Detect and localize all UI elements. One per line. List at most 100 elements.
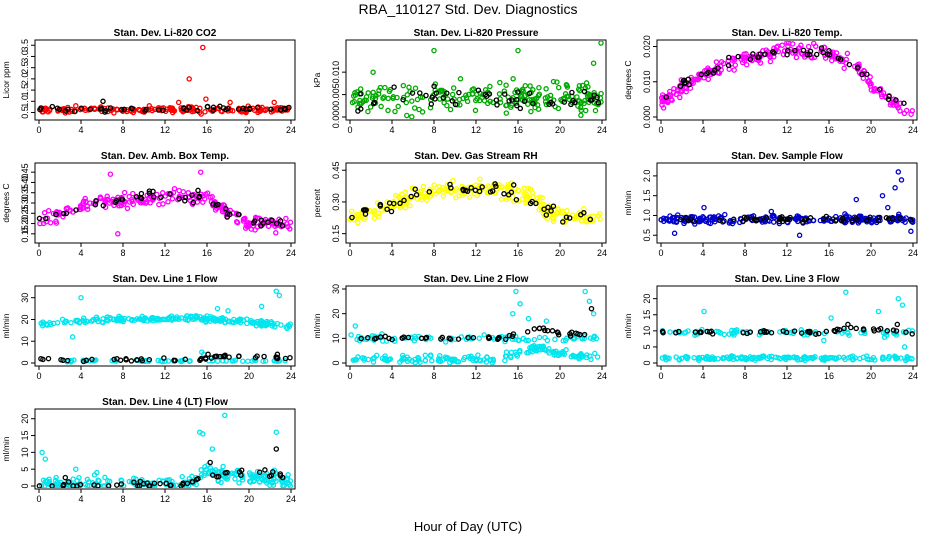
data-point — [768, 356, 775, 363]
data-point — [738, 354, 745, 360]
data-point — [761, 354, 767, 360]
data-point — [373, 352, 380, 359]
data-point — [38, 355, 44, 362]
data-point — [80, 200, 86, 206]
data-point — [775, 43, 781, 49]
data-point — [180, 105, 187, 112]
data-point — [198, 356, 204, 362]
data-point — [841, 65, 847, 72]
data-point — [598, 41, 604, 46]
data-point — [129, 317, 135, 324]
data-point — [497, 99, 504, 106]
x-tick-label: 0 — [347, 125, 352, 135]
data-point — [416, 106, 422, 113]
data-point — [540, 201, 546, 208]
panel-title: Stan. Dev. Gas Stream RH — [414, 151, 537, 162]
data-point — [543, 212, 550, 218]
data-point — [246, 105, 253, 112]
data-point — [195, 187, 201, 194]
data-point — [807, 51, 813, 58]
data-point — [678, 355, 685, 362]
data-point — [517, 105, 524, 112]
data-point — [832, 56, 839, 62]
data-point — [844, 329, 851, 336]
panel-title: Stan. Dev. Line 4 (LT) Flow — [102, 397, 228, 408]
data-point — [287, 483, 294, 488]
data-point — [219, 208, 226, 215]
data-point — [208, 355, 215, 361]
data-point — [584, 219, 590, 225]
data-point — [897, 108, 903, 114]
data-point — [581, 210, 587, 216]
data-point — [450, 356, 456, 363]
data-point — [241, 215, 248, 222]
data-point — [792, 47, 798, 54]
data-point — [686, 81, 692, 88]
data-point — [895, 169, 902, 175]
data-point — [248, 318, 254, 324]
data-point — [466, 194, 473, 201]
data-point — [221, 353, 228, 359]
data-point — [449, 91, 456, 98]
data-point — [503, 102, 509, 109]
data-point — [370, 69, 376, 75]
data-point — [95, 477, 101, 483]
series-2 — [36, 187, 286, 229]
data-point — [273, 446, 280, 452]
data-point — [904, 356, 910, 363]
y-tick-label: 0.010 — [642, 70, 652, 93]
data-point — [524, 350, 530, 356]
data-point — [879, 192, 886, 199]
series-1 — [38, 44, 291, 117]
data-point — [581, 88, 588, 95]
data-point — [736, 219, 743, 226]
data-point — [691, 355, 697, 361]
data-point — [908, 111, 914, 117]
data-point — [349, 208, 355, 215]
x-tick-label: 20 — [244, 371, 254, 381]
data-point — [385, 107, 391, 114]
plot-frame — [656, 285, 918, 367]
data-point — [776, 218, 782, 225]
data-point — [65, 479, 72, 485]
data-point — [555, 352, 562, 359]
data-point — [370, 355, 376, 362]
data-point — [175, 99, 182, 106]
x-tick-label: 20 — [866, 371, 876, 381]
data-point — [249, 358, 255, 364]
data-point — [816, 330, 822, 337]
data-point — [452, 101, 459, 108]
data-point — [40, 477, 47, 484]
data-point — [770, 219, 777, 225]
data-point — [429, 357, 435, 364]
data-point — [46, 476, 52, 482]
data-point — [281, 105, 288, 112]
data-point — [161, 355, 167, 361]
data-point — [47, 219, 54, 226]
x-tick-label: 0 — [36, 494, 41, 504]
series-1 — [37, 169, 294, 237]
y-axis-label: kPa — [312, 72, 322, 87]
data-point — [571, 335, 578, 342]
data-point — [555, 105, 562, 112]
data-point — [880, 354, 886, 361]
data-point — [493, 183, 499, 190]
data-point — [167, 482, 174, 488]
data-point — [853, 325, 859, 332]
data-point — [590, 60, 597, 66]
data-point — [575, 331, 581, 337]
x-tick-label: 20 — [866, 248, 876, 258]
data-point — [901, 100, 907, 106]
data-point — [757, 329, 764, 335]
data-point — [468, 185, 474, 191]
x-tick-label: 8 — [120, 248, 125, 258]
data-point — [523, 193, 529, 200]
data-point — [876, 86, 883, 93]
data-point — [130, 190, 136, 197]
data-point — [215, 201, 221, 208]
data-point — [356, 100, 363, 107]
data-point — [818, 355, 825, 361]
y-axis-label: percent — [312, 188, 322, 217]
data-point — [841, 325, 847, 332]
data-point — [408, 193, 414, 200]
